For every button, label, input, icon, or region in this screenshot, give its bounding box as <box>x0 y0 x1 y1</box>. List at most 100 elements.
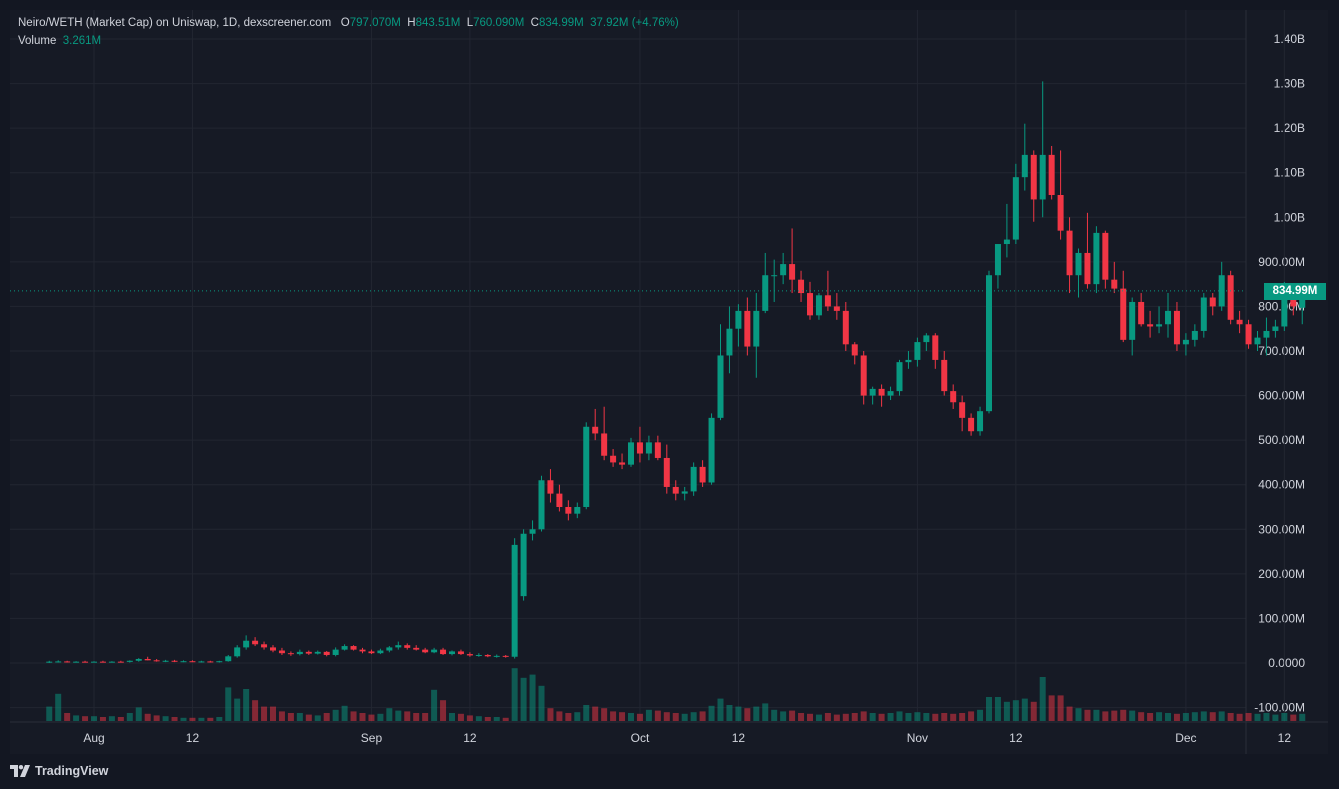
candle-body <box>126 660 133 662</box>
volume-bar <box>1254 713 1261 721</box>
volume-bar <box>681 713 688 721</box>
volume-bar <box>583 705 590 721</box>
volume-bar <box>341 705 348 721</box>
x-tick-label: Oct <box>631 731 650 745</box>
tradingview-logo[interactable]: TradingView <box>10 764 108 778</box>
candle-body <box>296 651 303 655</box>
volume-bar <box>628 713 634 721</box>
symbol-title[interactable]: Neiro/WETH (Market Cap) on Uniswap, 1D, … <box>18 17 332 29</box>
candle-body <box>117 661 124 663</box>
y-tick-label: 600.00M <box>1258 389 1305 403</box>
candle-body <box>502 655 509 657</box>
candle-body <box>108 661 115 663</box>
candle-body <box>511 544 518 657</box>
candle-body <box>162 660 169 662</box>
volume-bar <box>619 712 626 721</box>
candle-body <box>941 359 948 392</box>
volume-bar <box>1299 713 1306 721</box>
volume-bar <box>386 708 393 721</box>
volume-bar <box>395 710 402 721</box>
y-tick-label: 400.00M <box>1258 478 1305 492</box>
volume-bar <box>905 713 912 721</box>
volume-bar <box>994 697 1001 721</box>
volume-bar <box>824 713 831 721</box>
volume-bar <box>1290 714 1297 721</box>
volume-bar <box>413 713 420 721</box>
candle-body <box>959 402 966 418</box>
candle-body <box>475 654 482 656</box>
volume-bar <box>645 709 652 721</box>
volume-bar <box>556 711 563 721</box>
volume-bar <box>126 713 133 721</box>
y-tick-label: 1.00B <box>1274 210 1305 224</box>
candle-body <box>780 264 787 276</box>
candle-body <box>207 661 214 663</box>
volume-bar <box>1093 709 1100 721</box>
candle-body <box>851 344 858 356</box>
candle-body <box>842 310 849 345</box>
candlestick-chart[interactable]: 1.40B1.30B1.20B1.10B1.00B900.00M800.00M7… <box>10 10 1328 754</box>
volume-bar <box>404 711 411 721</box>
candle-body <box>860 355 867 396</box>
volume-bar <box>1129 710 1136 721</box>
candle-body <box>601 433 608 456</box>
volume-bar <box>55 693 62 721</box>
volume-value: 3.261M <box>62 35 102 47</box>
volume-bar <box>1084 709 1091 721</box>
candle-body <box>771 275 778 277</box>
candle-body <box>1156 324 1163 327</box>
volume-bar <box>180 717 187 721</box>
volume-bar <box>1111 710 1118 721</box>
candle-body <box>583 426 590 507</box>
candle-body <box>1039 154 1046 200</box>
candle-body <box>1111 279 1118 289</box>
volume-bar <box>726 705 733 721</box>
candle-body <box>592 426 599 434</box>
volume-bar <box>1281 713 1288 721</box>
volume-bar <box>574 712 581 721</box>
candle-body <box>1290 299 1297 307</box>
candle-body <box>377 650 384 654</box>
legend-volume: Volume 3.261M <box>18 35 101 47</box>
volume-bar <box>484 717 491 721</box>
volume-bar <box>457 713 464 721</box>
candle-body <box>1138 301 1145 325</box>
volume-bar <box>547 708 554 721</box>
volume-bar <box>1263 713 1270 721</box>
volume-bar <box>663 712 670 721</box>
x-tick-label: 12 <box>463 731 477 745</box>
volume-bar <box>1165 713 1171 721</box>
candle-body <box>717 355 724 418</box>
candle-body <box>645 442 652 454</box>
candle-body <box>466 654 473 656</box>
volume-bar <box>780 711 787 721</box>
volume-bar <box>923 713 930 721</box>
volume-bar <box>610 711 617 721</box>
volume-bar <box>135 707 142 721</box>
candle-body <box>529 529 536 534</box>
tradingview-brand-label: TradingView <box>35 764 109 778</box>
open-label: O <box>340 17 350 29</box>
candle-body <box>252 640 259 645</box>
candle-body <box>538 480 545 530</box>
volume-bar <box>690 712 697 721</box>
volume-bar <box>977 709 984 721</box>
last-price-badge: 834.99M <box>1264 283 1326 300</box>
x-tick-label: 12 <box>1009 731 1023 745</box>
candle-body <box>1120 288 1127 340</box>
volume-bar <box>171 717 178 721</box>
candle-body <box>287 653 294 655</box>
volume-bar <box>860 711 867 721</box>
x-tick-label: Nov <box>907 731 928 745</box>
volume-bar <box>1191 712 1198 721</box>
volume-bar <box>1057 695 1064 721</box>
candle-body <box>896 362 903 392</box>
candle-body <box>986 275 992 412</box>
volume-bar <box>851 713 858 721</box>
volume-bar <box>941 713 948 721</box>
volume-bar <box>753 706 760 721</box>
candle-body <box>198 661 205 663</box>
chart-panel[interactable]: 1.40B1.30B1.20B1.10B1.00B900.00M800.00M7… <box>10 10 1328 754</box>
volume-bar <box>1209 712 1216 721</box>
candle-body <box>243 640 250 648</box>
